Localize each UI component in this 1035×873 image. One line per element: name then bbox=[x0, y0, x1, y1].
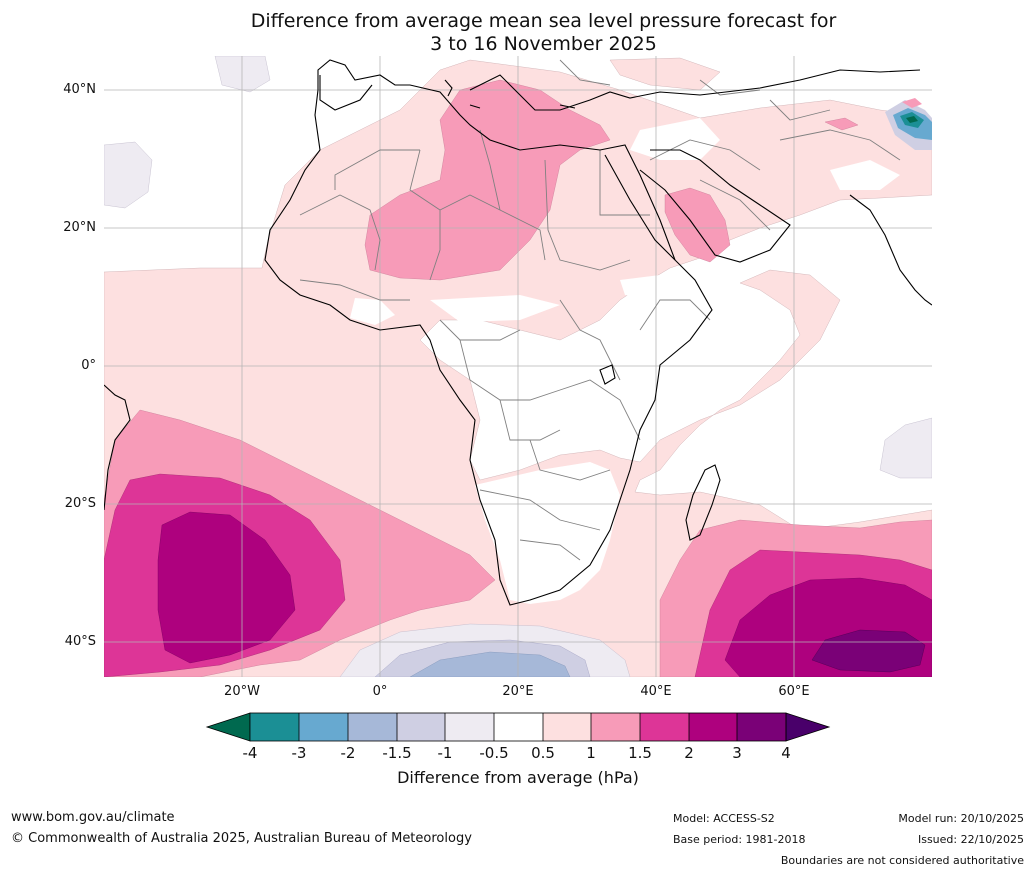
negative-anomaly-regions bbox=[104, 56, 932, 677]
longitude-label-0: 0° bbox=[372, 684, 388, 699]
europe-coastline bbox=[469, 69, 921, 111]
website-link[interactable]: www.bom.gov.au/climate bbox=[11, 810, 175, 825]
red-sea bbox=[604, 154, 676, 261]
india-coastline bbox=[849, 194, 932, 306]
title-line-1: Difference from average mean sea level p… bbox=[250, 10, 837, 32]
latitude-label-20n: 20°N bbox=[63, 220, 96, 235]
colorbar-tick-label: -2 bbox=[340, 744, 356, 762]
longitude-label-40e: 40°E bbox=[640, 684, 672, 699]
lake-victoria bbox=[599, 364, 616, 385]
colorbar-tick-label: 1.5 bbox=[628, 744, 652, 762]
colorbar-tick-label: 4 bbox=[781, 744, 791, 762]
arabia-coastline bbox=[639, 149, 791, 263]
colorbar-title: Difference from average (hPa) bbox=[397, 768, 639, 787]
latitude-label-40s: 40°S bbox=[64, 634, 96, 649]
longitude-label-60e: 60°E bbox=[778, 684, 810, 699]
model-run-date: Model run: 20/10/2025 bbox=[898, 812, 1024, 825]
base-period: Base period: 1981-2018 bbox=[673, 833, 806, 846]
map-title: Difference from average mean sea level p… bbox=[0, 10, 1035, 56]
coastlines bbox=[104, 59, 932, 606]
title-line-2: 3 to 16 November 2025 bbox=[430, 33, 657, 55]
colorbar-tick-label: -0.5 bbox=[479, 744, 509, 762]
colorbar-tick-label: 0.5 bbox=[531, 744, 555, 762]
map-plot-area bbox=[104, 56, 932, 677]
south-america-coastline bbox=[104, 384, 131, 511]
colorbar-tick-label: 1 bbox=[586, 744, 596, 762]
latitude-label-20s: 20°S bbox=[64, 496, 96, 511]
madagascar-coastline bbox=[685, 464, 721, 541]
colorbar-tick-label: 2 bbox=[684, 744, 694, 762]
latitude-label-0: 0° bbox=[81, 358, 96, 373]
colorbar-tick-label: -1 bbox=[437, 744, 453, 762]
copyright-notice: © Commonwealth of Australia 2025, Austra… bbox=[11, 831, 472, 846]
africa-coastline bbox=[264, 59, 713, 606]
model-name: Model: ACCESS-S2 bbox=[673, 812, 775, 825]
colorbar-tick-label: -1.5 bbox=[382, 744, 412, 762]
anomaly-3-to-4-region bbox=[811, 629, 926, 673]
gridlines bbox=[104, 56, 932, 677]
colorbar-tick-label: -3 bbox=[291, 744, 307, 762]
iberia-coastline bbox=[319, 75, 373, 111]
issued-date: Issued: 22/10/2025 bbox=[917, 833, 1024, 846]
colorbar-tick-label: -4 bbox=[242, 744, 258, 762]
boundaries-disclaimer: Boundaries are not considered authoritat… bbox=[780, 854, 1024, 867]
longitude-label-20e: 20°E bbox=[502, 684, 534, 699]
longitude-label-20w: 20°W bbox=[224, 684, 260, 699]
colorbar-tick-label: 3 bbox=[732, 744, 742, 762]
latitude-label-40n: 40°N bbox=[63, 82, 96, 97]
mediterranean-islands bbox=[444, 79, 576, 109]
